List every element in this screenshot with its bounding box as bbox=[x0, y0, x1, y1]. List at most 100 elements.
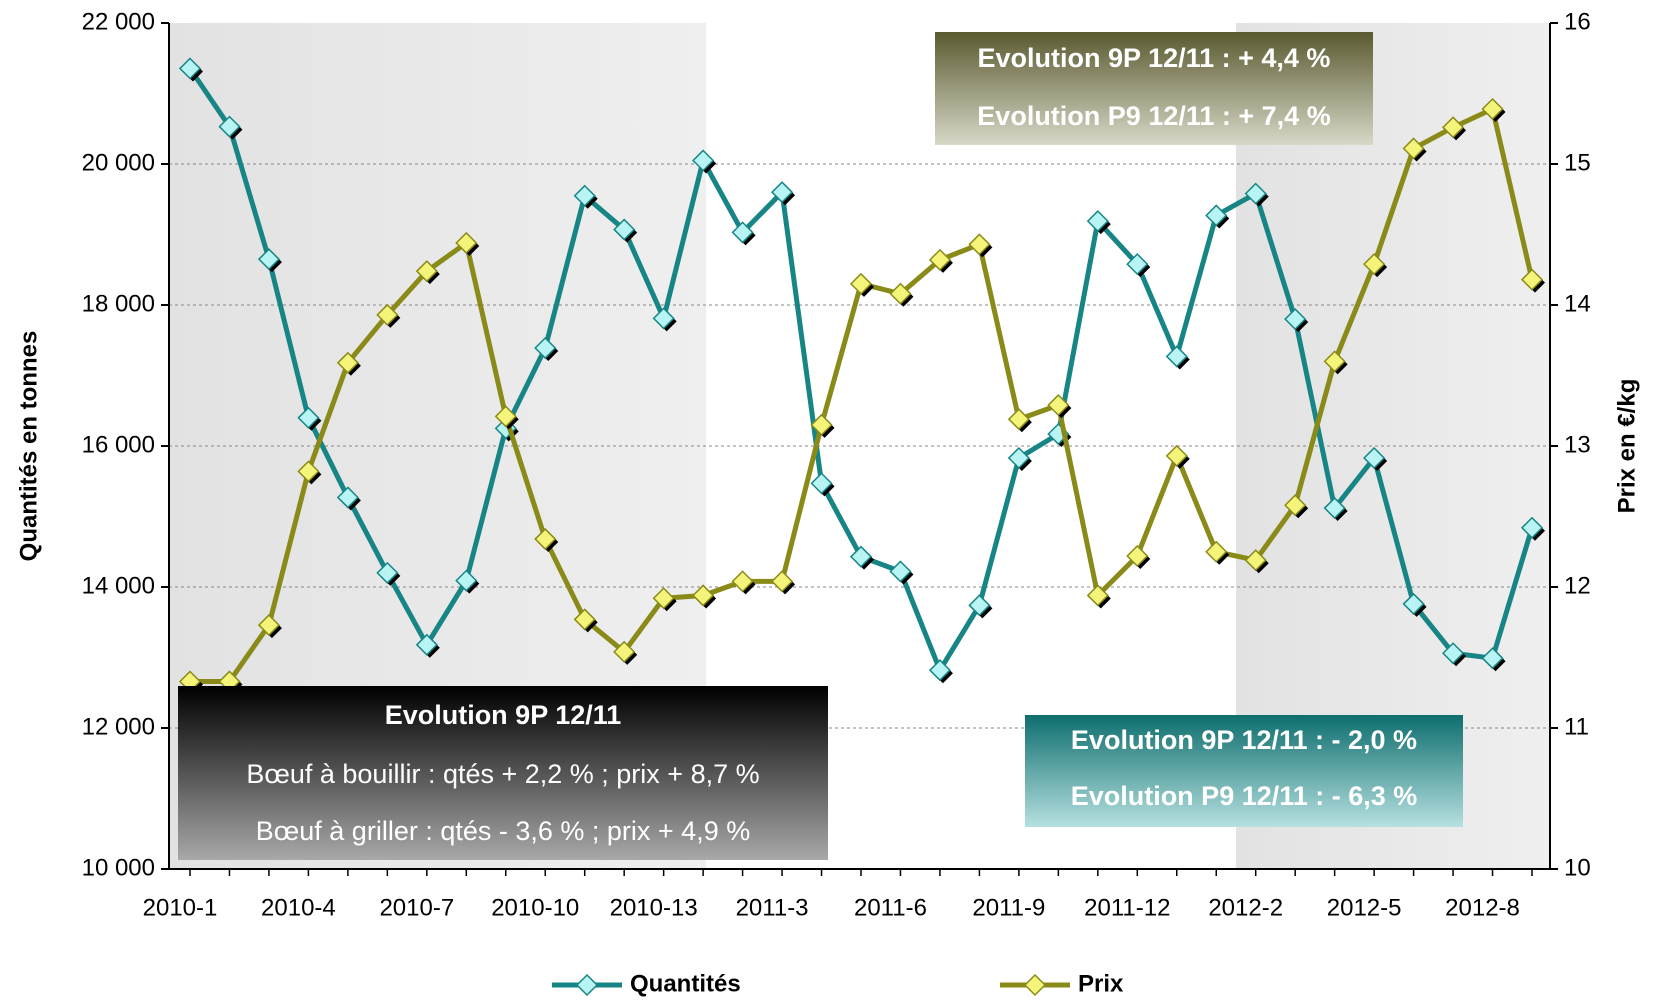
prix-annotation: Evolution P9 12/11 : + 7,4 % bbox=[977, 101, 1330, 131]
marker bbox=[1007, 408, 1030, 431]
marker bbox=[652, 307, 675, 330]
x-tick-label: 2011-3 bbox=[736, 894, 809, 921]
x-tick-label: 2010-1 bbox=[143, 894, 218, 921]
marker bbox=[770, 181, 794, 204]
marker bbox=[810, 413, 833, 436]
summary-line: Bœuf à bouillir : qtés + 2,2 % ; prix + … bbox=[246, 759, 759, 789]
x-tick-label: 2012-8 bbox=[1445, 894, 1520, 921]
marker bbox=[928, 248, 952, 271]
marker bbox=[178, 57, 202, 80]
marker bbox=[1441, 116, 1465, 139]
legend-label: Quantités bbox=[630, 970, 741, 997]
y-tick-label: 10 000 bbox=[82, 854, 155, 881]
y-axis-label: Quantités en tonnes bbox=[15, 331, 42, 562]
x-tick-label: 2010-7 bbox=[379, 894, 454, 921]
y2-tick-label: 14 bbox=[1564, 290, 1591, 317]
marker bbox=[1520, 268, 1544, 291]
marker bbox=[376, 303, 399, 326]
marker bbox=[849, 545, 873, 568]
marker bbox=[494, 405, 517, 428]
marker bbox=[1086, 584, 1109, 607]
summary-title: Evolution 9P 12/11 bbox=[385, 700, 622, 730]
marker bbox=[257, 248, 281, 271]
marker bbox=[1284, 494, 1307, 517]
marker bbox=[534, 527, 557, 551]
box bbox=[1025, 715, 1463, 827]
marker bbox=[1244, 182, 1267, 205]
marker bbox=[731, 570, 754, 593]
marker bbox=[1205, 204, 1228, 227]
marker bbox=[889, 282, 912, 305]
quantites-box: Evolution 9P 12/11 : - 2,0 % Evolution P… bbox=[1025, 715, 1463, 827]
marker bbox=[1086, 210, 1109, 233]
y2-tick-label: 11 bbox=[1564, 713, 1589, 740]
marker bbox=[1126, 253, 1149, 276]
series bbox=[178, 97, 1545, 695]
quantites-annotation: Evolution P9 12/11 : - 6,3 % bbox=[1071, 781, 1418, 811]
marker bbox=[770, 570, 794, 593]
x-tick-label: 2011-12 bbox=[1084, 894, 1170, 921]
y2-axis-label: Prix en €/kg bbox=[1613, 379, 1640, 514]
y2-tick-label: 16 bbox=[1564, 8, 1591, 35]
marker bbox=[889, 560, 912, 583]
marker bbox=[968, 233, 991, 256]
marker bbox=[455, 231, 478, 255]
x-tick-label: 2012-5 bbox=[1327, 894, 1402, 921]
marker bbox=[1047, 394, 1070, 417]
marker bbox=[218, 115, 241, 138]
marker bbox=[1126, 544, 1149, 568]
marker bbox=[415, 633, 438, 656]
marker bbox=[336, 486, 359, 509]
y-tick-label: 16 000 bbox=[82, 431, 155, 458]
marker bbox=[1244, 549, 1267, 572]
marker bbox=[613, 640, 636, 663]
y2-tick-label: 13 bbox=[1564, 431, 1591, 458]
marker bbox=[1481, 97, 1504, 121]
marker bbox=[652, 587, 675, 610]
marker bbox=[692, 584, 715, 607]
marker bbox=[1363, 253, 1386, 276]
marker bbox=[849, 272, 873, 295]
summary-line: Bœuf à griller : qtés - 3,6 % ; prix + 4… bbox=[256, 816, 750, 846]
marker bbox=[1520, 516, 1544, 539]
legend-marker bbox=[1023, 973, 1047, 997]
x-tick-label: 2010-4 bbox=[261, 894, 336, 921]
marker bbox=[1007, 446, 1030, 470]
box bbox=[178, 686, 828, 860]
marker bbox=[810, 472, 833, 495]
marker bbox=[455, 569, 478, 592]
prix-box: Evolution 9P 12/11 : + 4,4 % Evolution P… bbox=[935, 32, 1373, 145]
summary-box: Evolution 9P 12/11 Bœuf à bouillir : qté… bbox=[178, 686, 828, 860]
marker bbox=[1481, 647, 1504, 670]
y2-tick-label: 15 bbox=[1564, 149, 1591, 176]
marker bbox=[1165, 444, 1188, 467]
y2-tick-label: 10 bbox=[1564, 854, 1591, 881]
legend-marker bbox=[575, 973, 599, 997]
x-tick-label: 2010-13 bbox=[610, 894, 698, 921]
marker bbox=[1205, 540, 1228, 563]
marker bbox=[1441, 642, 1465, 665]
prix-annotation: Evolution 9P 12/11 : + 4,4 % bbox=[978, 43, 1331, 73]
marker bbox=[376, 561, 399, 584]
quantites-annotation: Evolution 9P 12/11 : - 2,0 % bbox=[1071, 725, 1417, 755]
y-tick-label: 12 000 bbox=[82, 713, 155, 740]
marker bbox=[928, 659, 952, 682]
y-tick-label: 22 000 bbox=[82, 8, 155, 35]
series bbox=[178, 57, 1545, 684]
x-tick-label: 2011-6 bbox=[854, 894, 927, 921]
marker bbox=[1402, 592, 1425, 615]
marker bbox=[297, 460, 320, 483]
x-tick-label: 2010-10 bbox=[491, 894, 579, 921]
x-tick-label: 2011-9 bbox=[972, 894, 1045, 921]
marker bbox=[1323, 350, 1346, 373]
marker bbox=[968, 594, 991, 617]
box bbox=[935, 32, 1373, 145]
marker bbox=[415, 260, 438, 283]
y-tick-label: 20 000 bbox=[82, 149, 155, 176]
y-tick-label: 18 000 bbox=[82, 290, 155, 317]
marker bbox=[336, 351, 359, 374]
marker bbox=[1363, 446, 1386, 470]
marker bbox=[257, 614, 281, 637]
marker bbox=[1402, 137, 1425, 160]
